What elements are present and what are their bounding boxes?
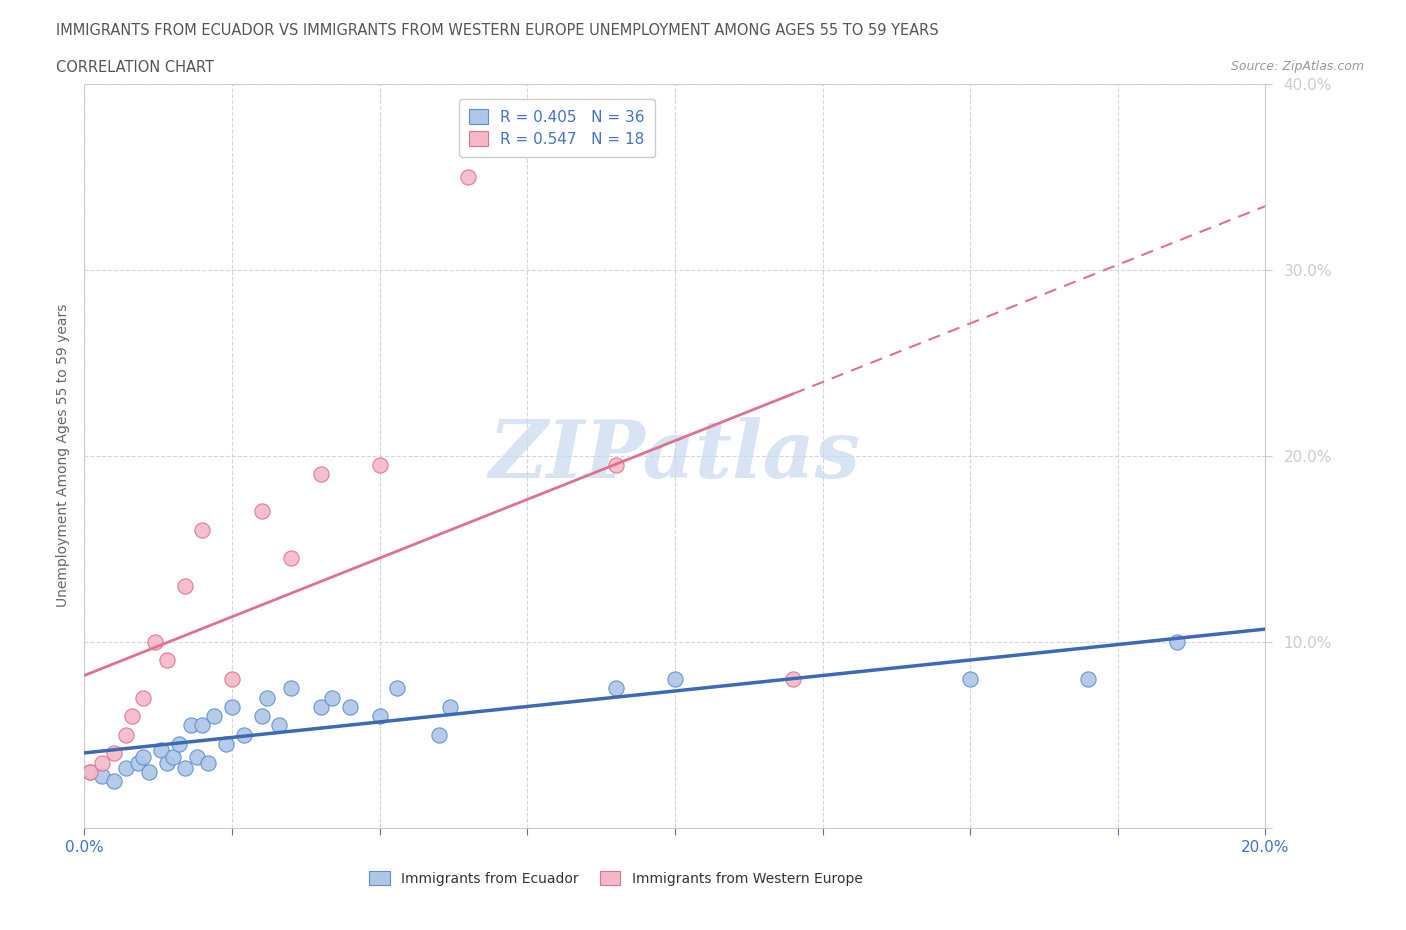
Point: [103, 774, 125, 789]
Point: [387, 681, 409, 696]
Point: [186, 750, 208, 764]
Point: [79, 764, 101, 779]
Point: [959, 671, 981, 686]
Point: [280, 681, 302, 696]
Point: [103, 746, 125, 761]
Point: [232, 727, 254, 742]
Point: [114, 727, 136, 742]
Text: IMMIGRANTS FROM ECUADOR VS IMMIGRANTS FROM WESTERN EUROPE UNEMPLOYMENT AMONG AGE: IMMIGRANTS FROM ECUADOR VS IMMIGRANTS FR…: [56, 23, 939, 38]
Point: [368, 709, 391, 724]
Point: [269, 718, 291, 733]
Point: [439, 699, 461, 714]
Text: Source: ZipAtlas.com: Source: ZipAtlas.com: [1230, 60, 1364, 73]
Point: [1166, 634, 1188, 649]
Point: [173, 761, 195, 776]
Text: CORRELATION CHART: CORRELATION CHART: [56, 60, 214, 75]
Point: [256, 690, 278, 705]
Point: [167, 737, 190, 751]
Point: [457, 169, 479, 184]
Point: [91, 768, 114, 783]
Point: [150, 742, 173, 757]
Point: [221, 671, 243, 686]
Point: [605, 681, 627, 696]
Point: [664, 671, 686, 686]
Point: [221, 699, 243, 714]
Point: [156, 653, 179, 668]
Point: [427, 727, 450, 742]
Point: [132, 750, 155, 764]
Point: [197, 755, 219, 770]
Point: [280, 551, 302, 565]
Point: [202, 709, 225, 724]
Point: [782, 671, 804, 686]
Point: [180, 718, 202, 733]
Point: [321, 690, 343, 705]
Point: [309, 467, 332, 482]
Point: [250, 504, 273, 519]
Point: [605, 458, 627, 472]
Point: [162, 750, 184, 764]
Point: [156, 755, 179, 770]
Point: [368, 458, 391, 472]
Point: [339, 699, 361, 714]
Legend: Immigrants from Ecuador, Immigrants from Western Europe: Immigrants from Ecuador, Immigrants from…: [364, 866, 868, 892]
Text: ZIPatlas: ZIPatlas: [489, 417, 860, 495]
Point: [132, 690, 155, 705]
Point: [250, 709, 273, 724]
Point: [121, 709, 143, 724]
Point: [309, 699, 332, 714]
Point: [138, 764, 160, 779]
Point: [191, 523, 214, 538]
Point: [1077, 671, 1099, 686]
Point: [79, 764, 101, 779]
Y-axis label: Unemployment Among Ages 55 to 59 years: Unemployment Among Ages 55 to 59 years: [56, 304, 70, 607]
Point: [143, 634, 166, 649]
Point: [127, 755, 149, 770]
Point: [173, 578, 195, 593]
Point: [191, 718, 214, 733]
Point: [215, 737, 238, 751]
Point: [91, 755, 114, 770]
Point: [114, 761, 136, 776]
